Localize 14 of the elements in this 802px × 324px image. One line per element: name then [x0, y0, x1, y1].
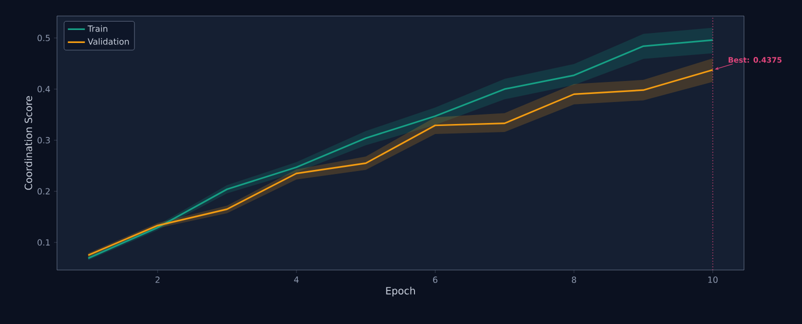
- y-tick-label: 0.4: [38, 86, 50, 92]
- x-tick-label: 2: [156, 276, 160, 283]
- legend-label: Train: [88, 25, 108, 32]
- legend-label: Validation: [88, 38, 129, 45]
- x-tick-label: 6: [433, 276, 438, 283]
- y-axis-title: Coordination Score: [24, 96, 32, 190]
- y-tick-label: 0.2: [38, 188, 50, 194]
- x-tick-label: 10: [708, 276, 718, 283]
- x-tick-label: 8: [572, 276, 576, 283]
- y-tick-label: 0.5: [38, 34, 50, 42]
- y-tick-label: 0.1: [38, 239, 50, 246]
- x-tick-label: 4: [294, 276, 299, 283]
- x-axis-title: Epoch: [386, 286, 415, 296]
- y-tick-label: 0.3: [38, 136, 50, 144]
